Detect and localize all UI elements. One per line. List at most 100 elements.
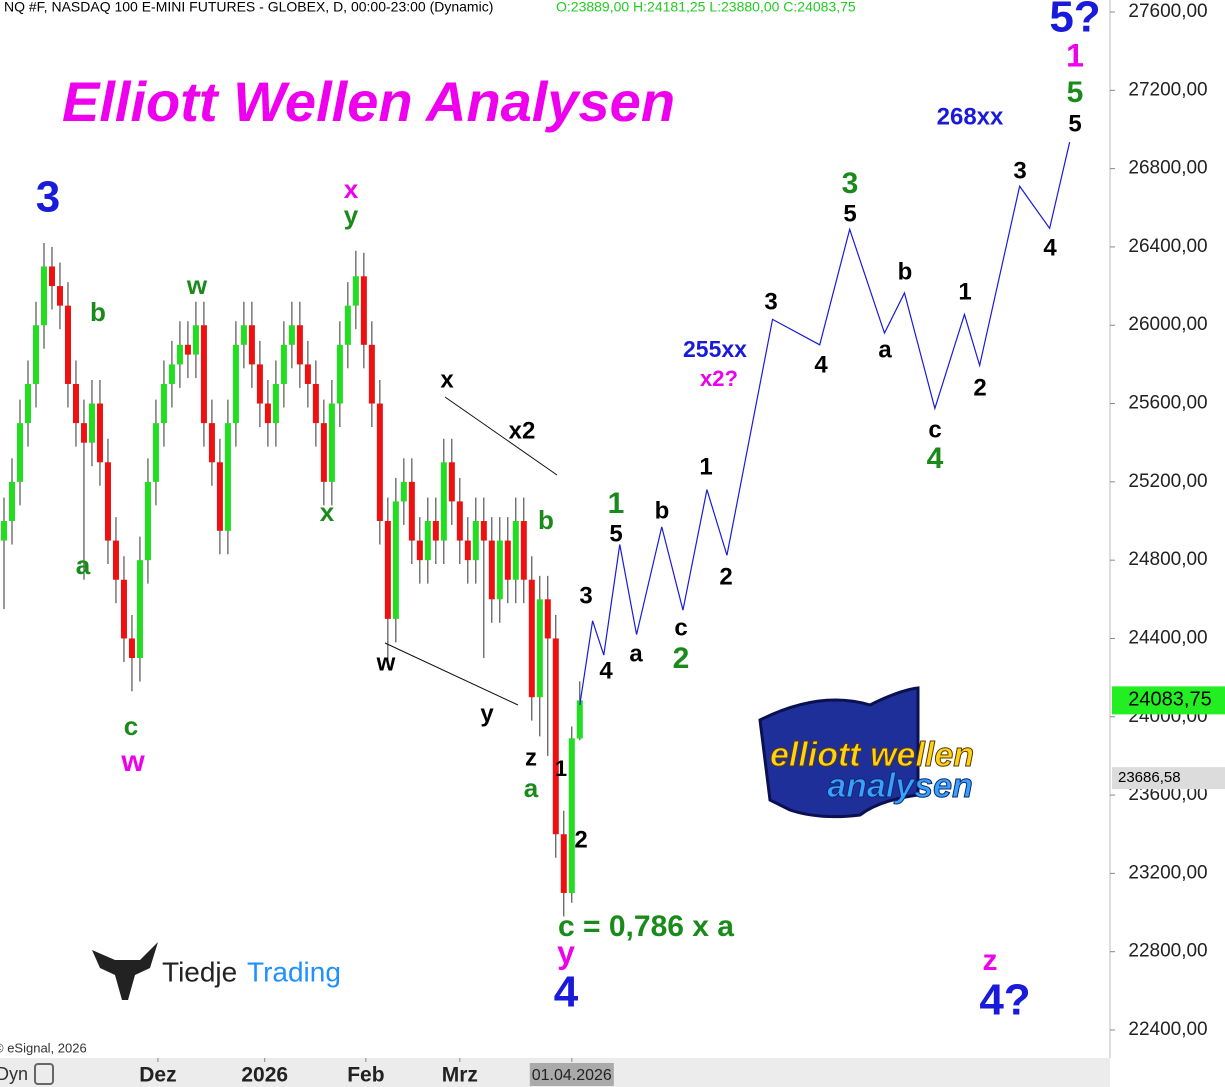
last-price-box (1112, 686, 1225, 715)
wave-label: 1 (958, 278, 971, 305)
candle-body (528, 579, 535, 698)
candle-body (192, 325, 199, 355)
wave-label: y (344, 200, 359, 230)
candle-body (312, 383, 319, 424)
y-tick-label: 22400,00 (1128, 1019, 1207, 1040)
ewa-logo: elliott wellen analysen (758, 686, 975, 819)
candle-body (384, 520, 391, 619)
candle-body (232, 344, 239, 424)
flag (758, 686, 920, 819)
candle-body (240, 325, 247, 345)
candle-body (536, 599, 543, 698)
y-tick-label: 27600,00 (1128, 1, 1207, 22)
wave-label: x2? (700, 366, 738, 391)
marker-price-box (1112, 767, 1225, 790)
candle-body (520, 520, 527, 580)
candle-body (512, 520, 519, 580)
candle-body (304, 364, 311, 384)
y-tick-label: 26800,00 (1128, 158, 1207, 179)
wave-label: 1 (555, 756, 567, 781)
y-tick-label: 24400,00 (1128, 627, 1207, 648)
candle-body (504, 540, 511, 580)
wave-label: 5 (843, 200, 856, 227)
wave-label: a (524, 773, 539, 803)
wave-label: x (344, 174, 359, 204)
x-tick-label: Mrz (442, 1064, 478, 1087)
wave-label: b (655, 497, 670, 524)
candle-body (32, 325, 39, 384)
candle-body (256, 364, 263, 404)
candle-body (368, 344, 375, 404)
logo-text-bottom: analysen (827, 767, 973, 805)
wave-label: 5 (609, 520, 622, 547)
wave-label: w (120, 745, 145, 778)
candle-body (456, 501, 463, 541)
wave-label: 4 (1043, 234, 1057, 261)
y-tick-label: 27200,00 (1128, 79, 1207, 100)
copyright: © eSignal, 2026 (0, 1040, 87, 1055)
wave-label: a (76, 550, 91, 580)
wave-label: z (525, 744, 537, 771)
mode-label: Dyn (0, 1064, 28, 1084)
x-tick-label: Feb (347, 1064, 384, 1087)
candle-body (328, 403, 335, 482)
y-tick-label: 24800,00 (1128, 549, 1207, 570)
candle-body (464, 540, 471, 561)
wave-label: c (124, 711, 138, 741)
candle-body (64, 305, 71, 384)
candle-body (576, 700, 583, 739)
candle-body (24, 383, 31, 424)
header: NQ #F, NASDAQ 100 E-MINI FUTURES - GLOBE… (4, 0, 493, 15)
y-tick-label: 26400,00 (1128, 236, 1207, 257)
logo-text-b: Trading (247, 956, 341, 987)
candle-body (544, 599, 551, 639)
y-tick-label: 26000,00 (1128, 314, 1207, 335)
candle-body (408, 481, 415, 541)
y-tick-label: 23600,00 (1128, 784, 1207, 805)
candle-body (488, 540, 495, 600)
lock-icon[interactable] (34, 1063, 54, 1085)
wave-label: 2 (973, 374, 986, 401)
wave-label: 4 (814, 351, 828, 378)
candle-body (480, 520, 487, 541)
candle-body (448, 462, 455, 502)
wave-label: 4? (979, 976, 1030, 1025)
candle-body (120, 579, 127, 639)
candle-body (336, 344, 343, 404)
candle-body (424, 520, 431, 561)
candle-body (184, 344, 191, 355)
candle-body (296, 325, 303, 365)
wave-label: c (674, 614, 687, 641)
candle-body (392, 501, 399, 619)
candle-body (40, 266, 47, 326)
candle-body (112, 540, 119, 580)
y-tick-label: 23200,00 (1128, 862, 1207, 883)
wave-label: 3 (842, 167, 859, 200)
candle-body (352, 276, 359, 306)
logo-text-a: Tiedje (162, 956, 237, 987)
candle-body (0, 520, 7, 541)
candle-body (144, 481, 151, 561)
wave-label: x (440, 366, 454, 393)
candle-body (168, 364, 175, 384)
candle-body (8, 481, 15, 521)
wave-label: 1 (699, 453, 712, 480)
candle-body (160, 383, 167, 424)
trend-line (444, 396, 558, 476)
candle-body (552, 638, 559, 835)
date-box (529, 1063, 614, 1086)
candle-body (128, 638, 135, 659)
candle-body (400, 481, 407, 502)
candle-body (224, 423, 231, 531)
wave-label: a (629, 640, 643, 667)
candle-body (248, 325, 255, 365)
candle-body (152, 423, 159, 482)
wave-label: 5 (1067, 76, 1084, 109)
wave-label: 255xx (683, 336, 747, 362)
candle-body (136, 560, 143, 659)
x-tick-label: 2026 (241, 1064, 288, 1087)
wave-label: x2 (509, 417, 536, 444)
last-price-label: 24083,75 (1128, 689, 1211, 711)
